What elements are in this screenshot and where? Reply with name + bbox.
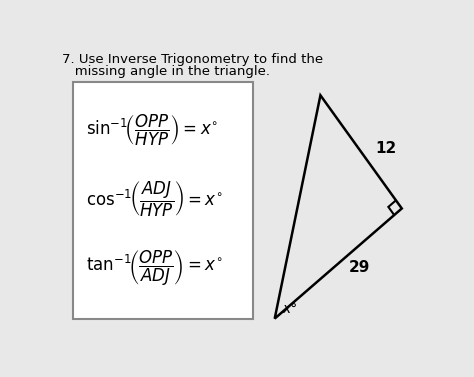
Text: missing angle in the triangle.: missing angle in the triangle. xyxy=(63,65,270,78)
Text: 29: 29 xyxy=(349,260,371,275)
Bar xyxy=(73,82,253,319)
Text: x°: x° xyxy=(283,302,298,316)
Text: 7. Use Inverse Trigonometry to find the: 7. Use Inverse Trigonometry to find the xyxy=(63,53,323,66)
Text: $\mathrm{sin}^{-1}\!\left(\dfrac{\mathit{OPP}}{\mathit{HYP}}\right) = x^{\circ}$: $\mathrm{sin}^{-1}\!\left(\dfrac{\mathit… xyxy=(86,112,219,147)
Text: 12: 12 xyxy=(375,141,396,156)
Text: $\mathrm{tan}^{-1}\!\left(\dfrac{\mathit{OPP}}{\mathit{ADJ}}\right) = x^{\circ}$: $\mathrm{tan}^{-1}\!\left(\dfrac{\mathit… xyxy=(86,249,223,288)
Text: $\mathrm{cos}^{-1}\!\left(\dfrac{\mathit{ADJ}}{\mathit{HYP}}\right) = x^{\circ}$: $\mathrm{cos}^{-1}\!\left(\dfrac{\mathit… xyxy=(86,179,223,219)
